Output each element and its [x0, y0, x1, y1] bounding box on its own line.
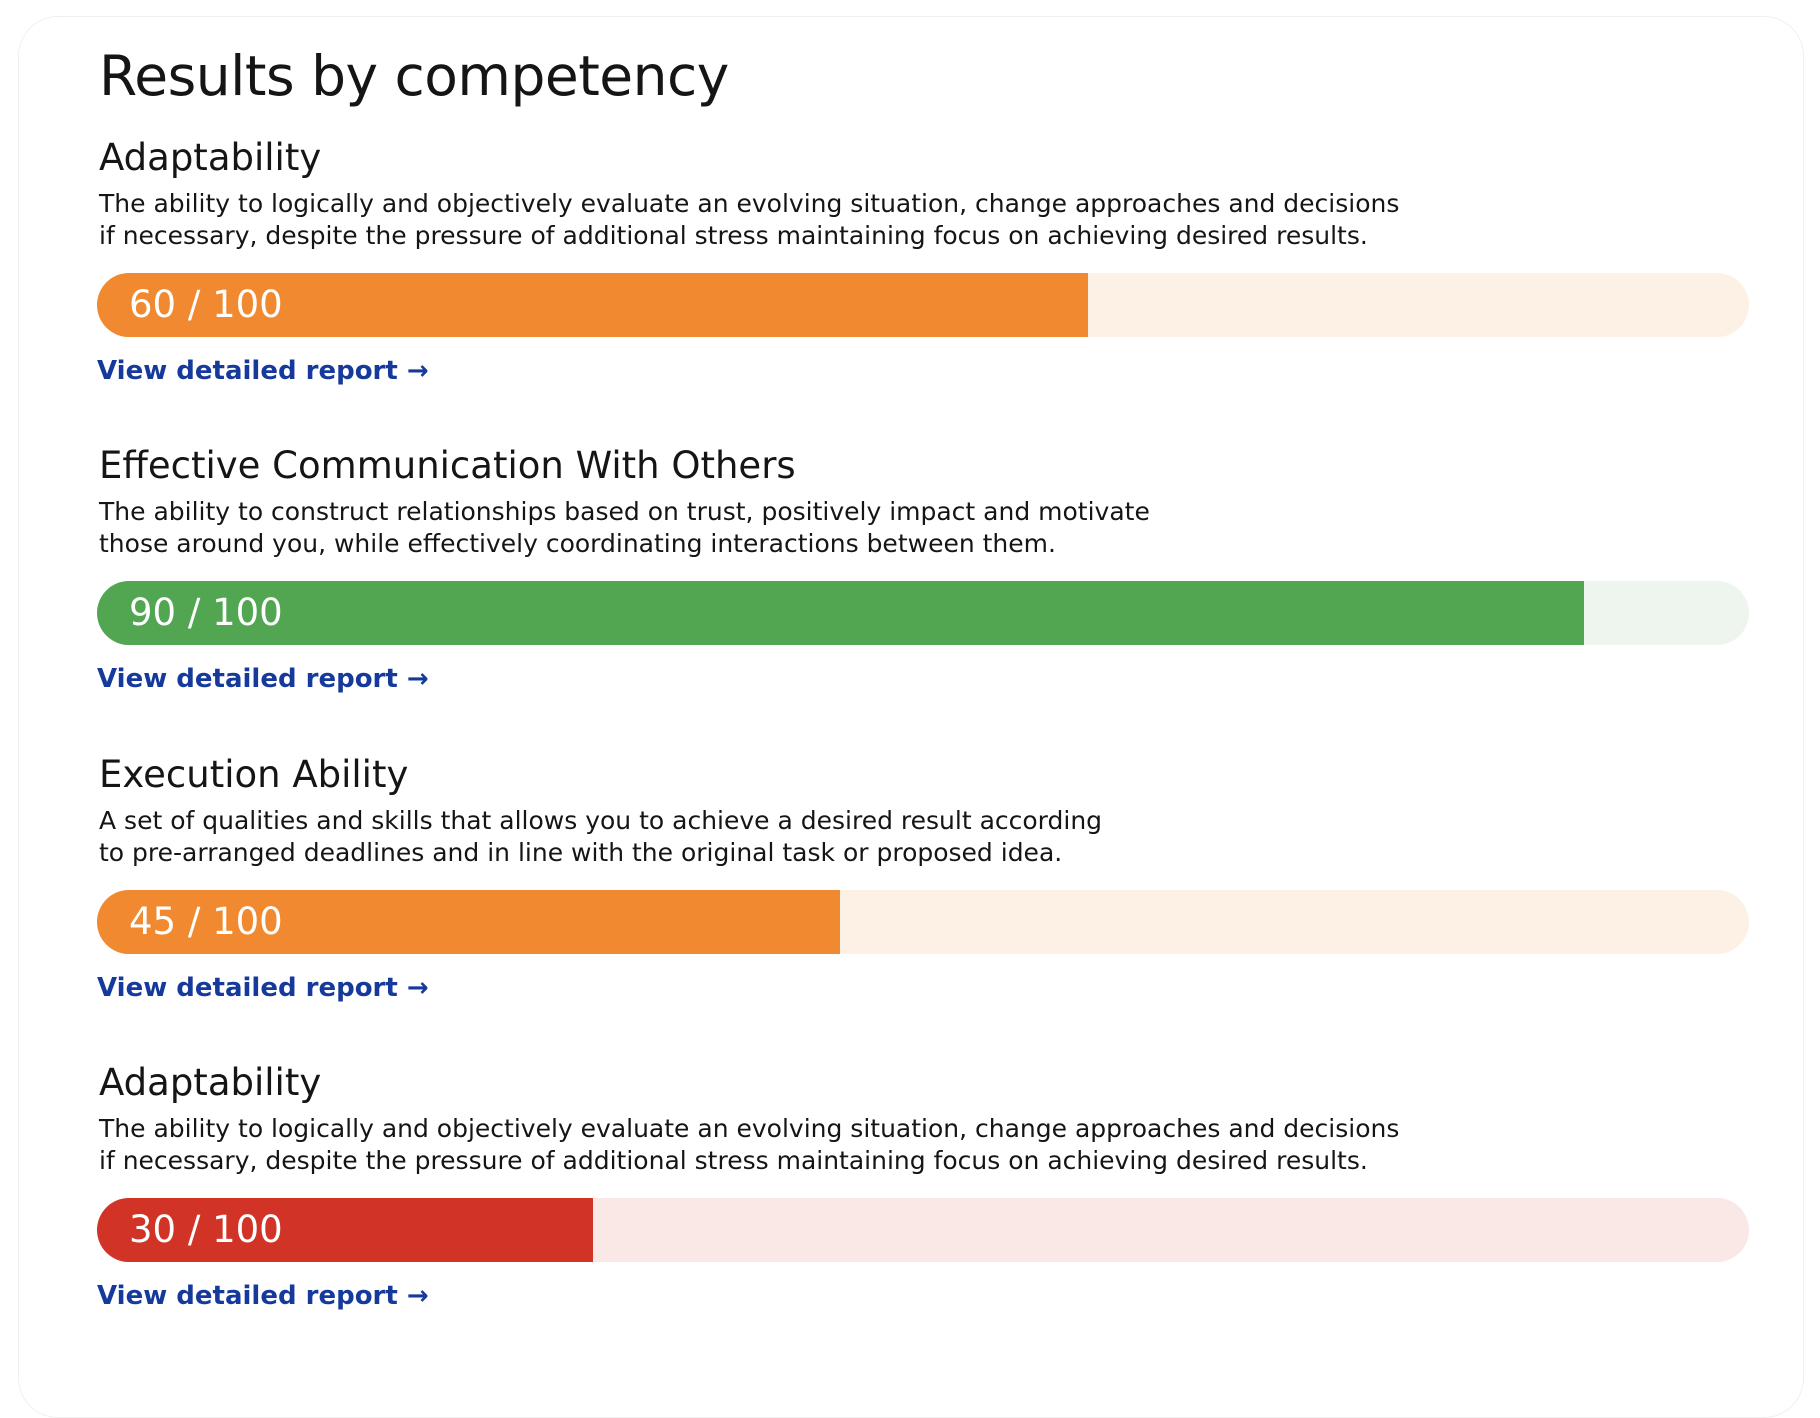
score-label: 60 / 100: [129, 283, 283, 326]
competency-description: The ability to logically and objectively…: [99, 188, 1499, 252]
results-card: [18, 16, 1804, 1418]
competency-description: The ability to construct relationships b…: [99, 496, 1499, 560]
description-line: The ability to logically and objectively…: [99, 1114, 1400, 1143]
description-line: if necessary, despite the pressure of ad…: [99, 221, 1368, 250]
description-line: if necessary, despite the pressure of ad…: [99, 1146, 1368, 1175]
competency-description: The ability to logically and objectively…: [99, 1113, 1499, 1177]
view-detailed-report-link[interactable]: View detailed report →: [97, 356, 429, 386]
description-line: those around you, while effectively coor…: [99, 529, 1056, 558]
competency-name: Execution Ability: [99, 753, 409, 796]
score-bar: 45 / 100: [97, 890, 1749, 954]
competency-section: Adaptability The ability to logically an…: [97, 1061, 1749, 1361]
score-bar-fill: [97, 581, 1584, 645]
score-bar: 30 / 100: [97, 1198, 1749, 1262]
competency-section: Effective Communication With Others The …: [97, 444, 1749, 744]
competency-name: Adaptability: [99, 1061, 322, 1104]
competency-section: Adaptability The ability to logically an…: [97, 136, 1749, 436]
score-label: 45 / 100: [129, 900, 283, 943]
description-line: The ability to logically and objectively…: [99, 189, 1400, 218]
competency-name: Effective Communication With Others: [99, 444, 796, 487]
view-detailed-report-link[interactable]: View detailed report →: [97, 664, 429, 694]
score-bar: 90 / 100: [97, 581, 1749, 645]
score-bar-fill: [97, 1198, 593, 1262]
competency-name: Adaptability: [99, 136, 322, 179]
description-line: A set of qualities and skills that allow…: [99, 806, 1103, 835]
score-bar-fill: [97, 890, 841, 954]
description-line: to pre-arranged deadlines and in line wi…: [99, 838, 1063, 867]
score-label: 90 / 100: [129, 591, 283, 634]
description-line: The ability to construct relationships b…: [99, 497, 1150, 526]
score-label: 30 / 100: [129, 1208, 283, 1251]
view-detailed-report-link[interactable]: View detailed report →: [97, 973, 429, 1003]
score-bar-fill: [97, 273, 1089, 337]
page-title: Results by competency: [99, 44, 729, 108]
competency-description: A set of qualities and skills that allow…: [99, 805, 1499, 869]
score-bar: 60 / 100: [97, 273, 1749, 337]
competency-section: Execution Ability A set of qualities and…: [97, 753, 1749, 1053]
view-detailed-report-link[interactable]: View detailed report →: [97, 1281, 429, 1311]
